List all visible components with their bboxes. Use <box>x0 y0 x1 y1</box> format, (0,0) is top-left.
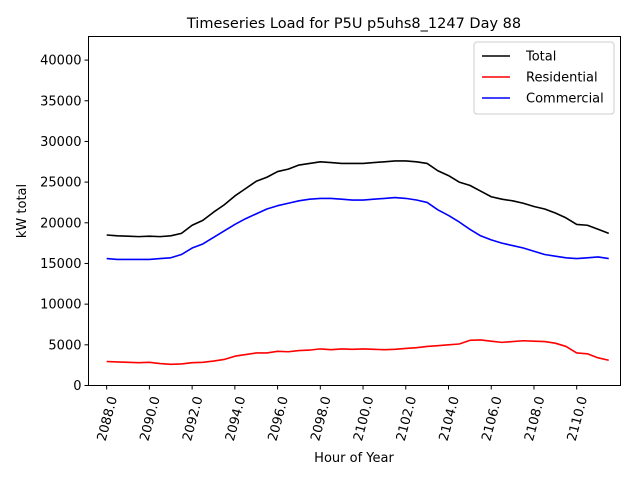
x-axis-title: Hour of Year <box>314 451 394 466</box>
y-tick-label: 30000 <box>40 135 81 150</box>
legend-label-commercial: Commercial <box>526 92 604 107</box>
y-tick-label: 5000 <box>48 338 81 353</box>
legend-box <box>473 41 615 115</box>
chart-title: Timeseries Load for P5U p5uhs8_1247 Day … <box>186 16 521 32</box>
legend-label-total: Total <box>525 50 556 65</box>
y-tick-label: 40000 <box>40 54 81 69</box>
series-line-total <box>106 160 610 238</box>
y-tick-label: 15000 <box>40 257 81 272</box>
series-line-commercial <box>106 196 609 261</box>
legend: Total Residential Commercial <box>473 41 615 115</box>
series-layer <box>106 160 610 366</box>
y-tick-label: 25000 <box>40 176 81 191</box>
plot-frame <box>88 36 621 386</box>
y-tick-label: 20000 <box>40 216 81 231</box>
legend-label-residential: Residential <box>526 71 598 86</box>
y-tick-label: 0 <box>73 379 81 394</box>
y-tick-label: 35000 <box>40 94 81 109</box>
y-tick-label: 10000 <box>40 298 81 313</box>
y-axis-ticks: 0 5000 10000 15000 20000 25000 30000 35000 40000 <box>40 54 89 394</box>
y-axis-title: kW total <box>15 184 30 238</box>
series-line-residential <box>106 339 609 366</box>
